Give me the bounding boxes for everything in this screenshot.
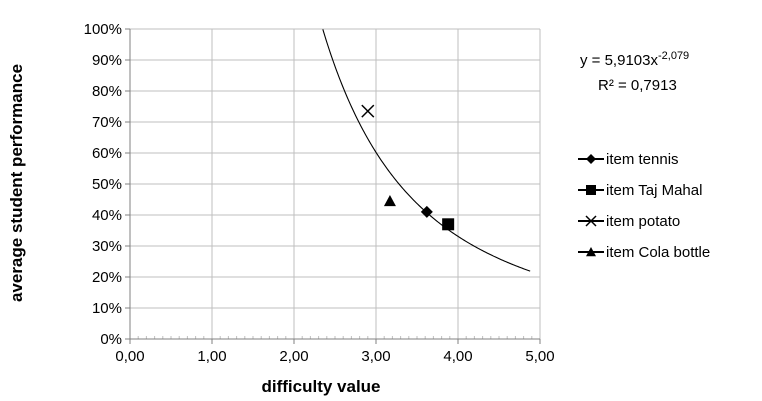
x-tick-label: 4,00 [443,348,472,365]
y-tick-label: 0% [100,331,122,348]
legend-label: item potato [606,213,680,230]
legend-label: item Taj Mahal [606,182,702,199]
legend-marker-square [586,185,596,195]
legend-entry: item tennis [578,151,679,168]
y-tick-label: 100% [84,21,122,38]
legend-marker-triangle [586,247,596,257]
legend: item tennis item Taj Mahal item potato item… [578,151,710,261]
x-axis-title: difficulty value [261,377,380,396]
y-tick-labels: 0% 10% 20% 30% 40% 50% 60% 70% 80% 90% 100% [84,21,122,348]
legend-marker-cross [585,215,597,227]
grid-layer [130,28,541,339]
equation-exponent: -2,079 [658,50,689,62]
legend-label: item tennis [606,151,679,168]
data-point-triangle [383,195,396,207]
trendline-equation-text: y = 5,9103x-2,079 [580,50,689,69]
trendline-equation: y = 5,9103x-2,079 R² = 0,7913 [580,50,689,94]
data-point-square [442,218,455,231]
y-tick-label: 50% [92,176,122,193]
data-points [361,104,455,231]
legend-label: item Cola bottle [606,244,710,261]
y-tick-label: 30% [92,238,122,255]
legend-entry: item Cola bottle [578,244,710,261]
y-tick-label: 80% [92,83,122,100]
y-tick-label: 20% [92,269,122,286]
legend-entry: item potato [578,213,680,230]
y-tick-label: 10% [92,300,122,317]
y-tick-label: 90% [92,52,122,69]
x-tick-label: 2,00 [279,348,308,365]
y-tick-label: 60% [92,145,122,162]
equation-prefix: y = 5,9103x [580,52,658,69]
data-point-cross [361,104,375,118]
x-tick-label: 3,00 [361,348,390,365]
axis-layer [125,28,541,344]
y-tick-label: 40% [92,207,122,224]
legend-marker-diamond [586,154,596,164]
x-tick-labels: 0,00 1,00 2,00 3,00 4,00 5,00 [115,348,554,365]
x-tick-label: 0,00 [115,348,144,365]
x-tick-label: 1,00 [197,348,226,365]
x-tick-label: 5,00 [525,348,554,365]
y-axis-title: average student performance [7,64,26,302]
data-point-diamond [420,205,433,218]
trendline-curve [322,29,531,272]
legend-entry: item Taj Mahal [578,182,702,199]
y-tick-label: 70% [92,114,122,131]
r-squared-label: R² = 0,7913 [598,77,677,94]
trendline-layer [322,29,531,272]
